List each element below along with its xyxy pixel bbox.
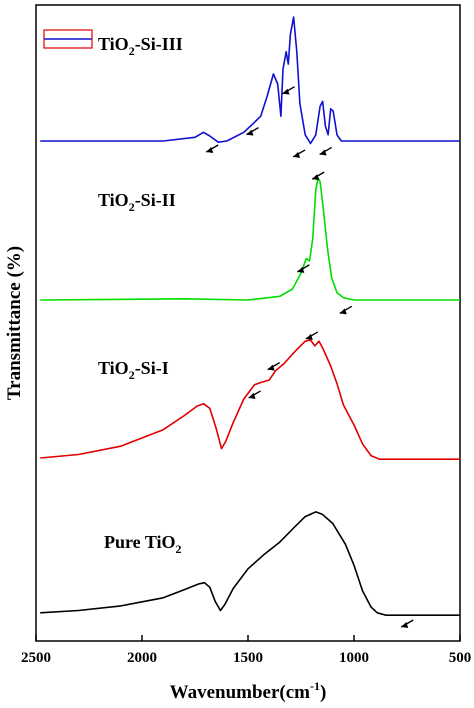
peak-arrow-2-3	[305, 331, 319, 340]
legend	[43, 29, 93, 49]
peak-arrow-1-1	[400, 619, 414, 628]
x-tick-label-2500: 2500	[21, 650, 51, 666]
x-axis-title-close: )	[320, 682, 326, 703]
peak-arrow-4-2	[246, 126, 259, 136]
x-tick-label-500: 500	[449, 650, 472, 666]
peak-arrow-2-2	[267, 361, 281, 371]
peak-arrow-4-5	[319, 146, 332, 156]
peak-arrow-4-4	[292, 149, 306, 158]
x-axis-title-text: Wavenumber(cm	[170, 682, 311, 703]
peak-arrow-2-1	[248, 390, 261, 399]
series-label-3: TiO2-Si-II	[98, 190, 176, 214]
series-layer	[40, 16, 460, 628]
series-label-1: Pure TiO2	[104, 532, 182, 556]
plot-frame	[35, 4, 461, 642]
series-line-2	[40, 339, 460, 461]
series-line-3	[40, 177, 460, 301]
y-axis-title: Transmittance (%)	[4, 246, 25, 400]
series-line-4	[40, 16, 460, 145]
x-tick-label-2000: 2000	[127, 650, 157, 666]
peak-arrow-3-3	[339, 305, 353, 315]
x-axis-title-sup: -1	[310, 679, 320, 693]
peak-arrow-4-1	[205, 144, 219, 153]
x-tick-label-1500: 1500	[233, 650, 263, 666]
series-label-4: TiO2-Si-III	[98, 34, 183, 58]
series-label-2: TiO2-Si-I	[98, 358, 169, 382]
series-line-1	[40, 511, 460, 617]
peak-arrow-3-1	[297, 264, 310, 273]
x-axis-title: Wavenumber(cm-1)	[170, 679, 327, 703]
x-tick-label-1000: 1000	[339, 650, 369, 666]
peak-arrow-4-3	[282, 86, 295, 95]
x-ticks: 2500 2000 1500 1000 500	[21, 635, 471, 666]
peak-arrow-3-2	[311, 171, 325, 181]
series-labels: Pure TiO2 TiO2-Si-I TiO2-Si-II TiO2-Si-III	[98, 34, 183, 556]
